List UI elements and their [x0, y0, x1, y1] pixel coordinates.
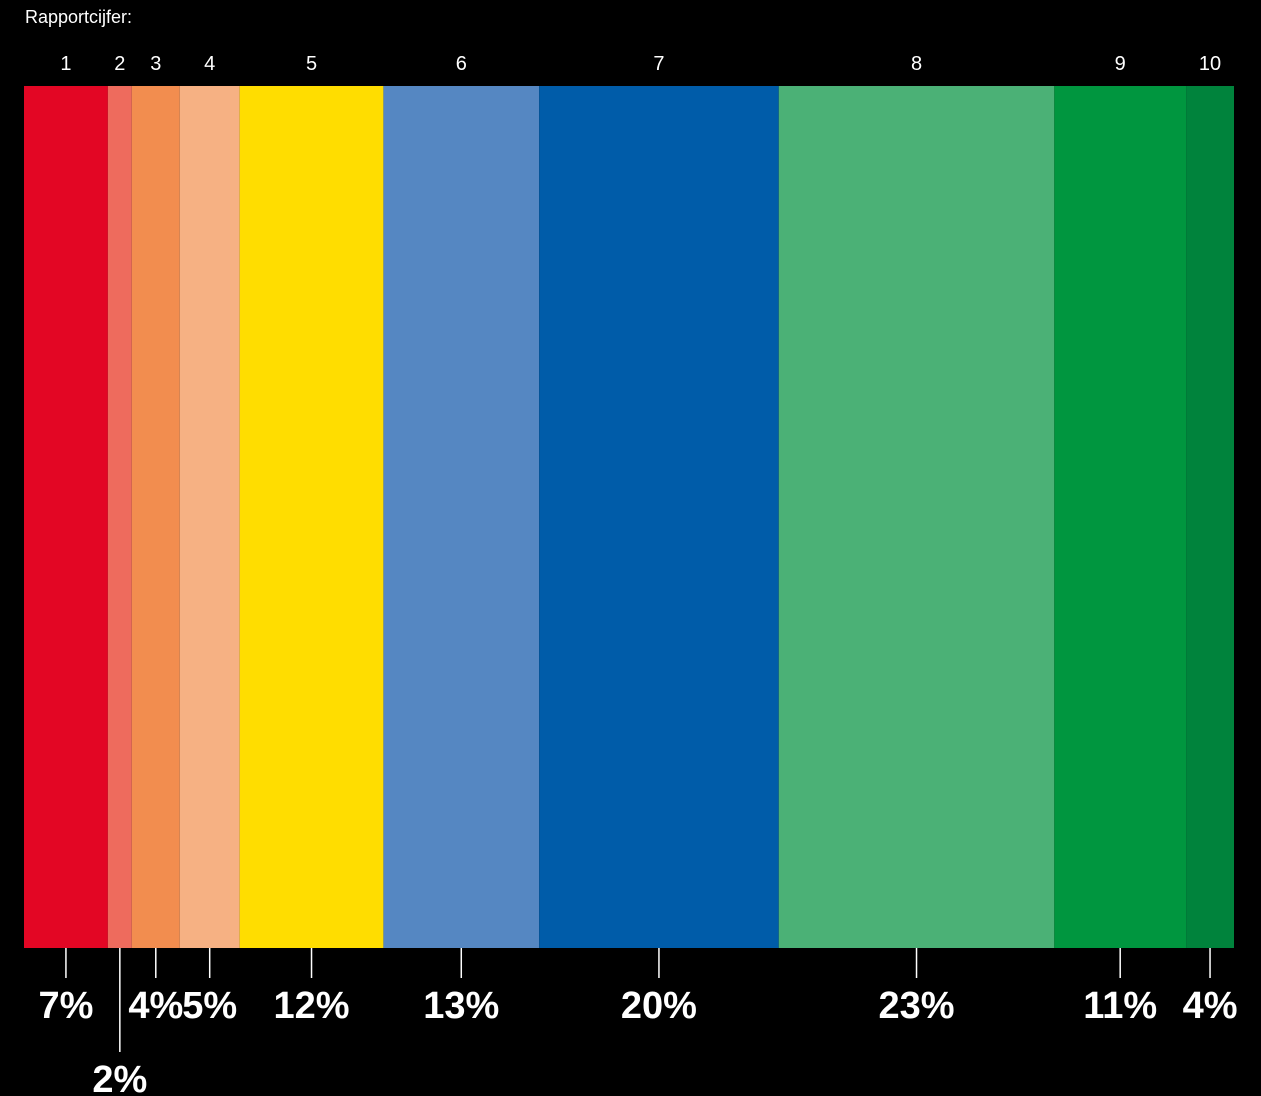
bar-segment-5 [239, 86, 384, 948]
bar-segment-3 [131, 86, 180, 948]
value-label-4: 5% [182, 985, 237, 1027]
value-label-8: 23% [878, 985, 954, 1027]
category-label-6: 6 [456, 53, 467, 75]
category-label-9: 9 [1115, 53, 1126, 75]
category-label-4: 4 [204, 53, 215, 75]
category-axis-label: Rapportcijfer: [25, 7, 133, 27]
value-label-3: 4% [128, 985, 183, 1027]
bar-segment-1 [24, 86, 108, 948]
bar-segment-8 [778, 86, 1055, 948]
category-label-3: 3 [150, 53, 161, 75]
category-label-7: 7 [653, 53, 664, 75]
value-label-5: 12% [273, 985, 349, 1027]
value-label-2: 2% [92, 1059, 147, 1096]
value-label-10: 4% [1183, 985, 1238, 1027]
value-label-1: 7% [38, 985, 93, 1027]
bar-segment-2 [107, 86, 132, 948]
bar-segment-6 [383, 86, 540, 948]
category-label-10: 10 [1199, 53, 1221, 75]
bar-segment-4 [179, 86, 240, 948]
bar-segment-10 [1186, 86, 1234, 948]
bar-segment-7 [539, 86, 779, 948]
value-label-9: 11% [1083, 985, 1157, 1027]
value-label-6: 13% [423, 985, 499, 1027]
category-label-2: 2 [114, 53, 125, 75]
category-label-8: 8 [911, 53, 922, 75]
value-label-7: 20% [621, 985, 697, 1027]
category-label-5: 5 [306, 53, 317, 75]
category-label-1: 1 [60, 53, 71, 75]
bar-segment-9 [1054, 86, 1187, 948]
